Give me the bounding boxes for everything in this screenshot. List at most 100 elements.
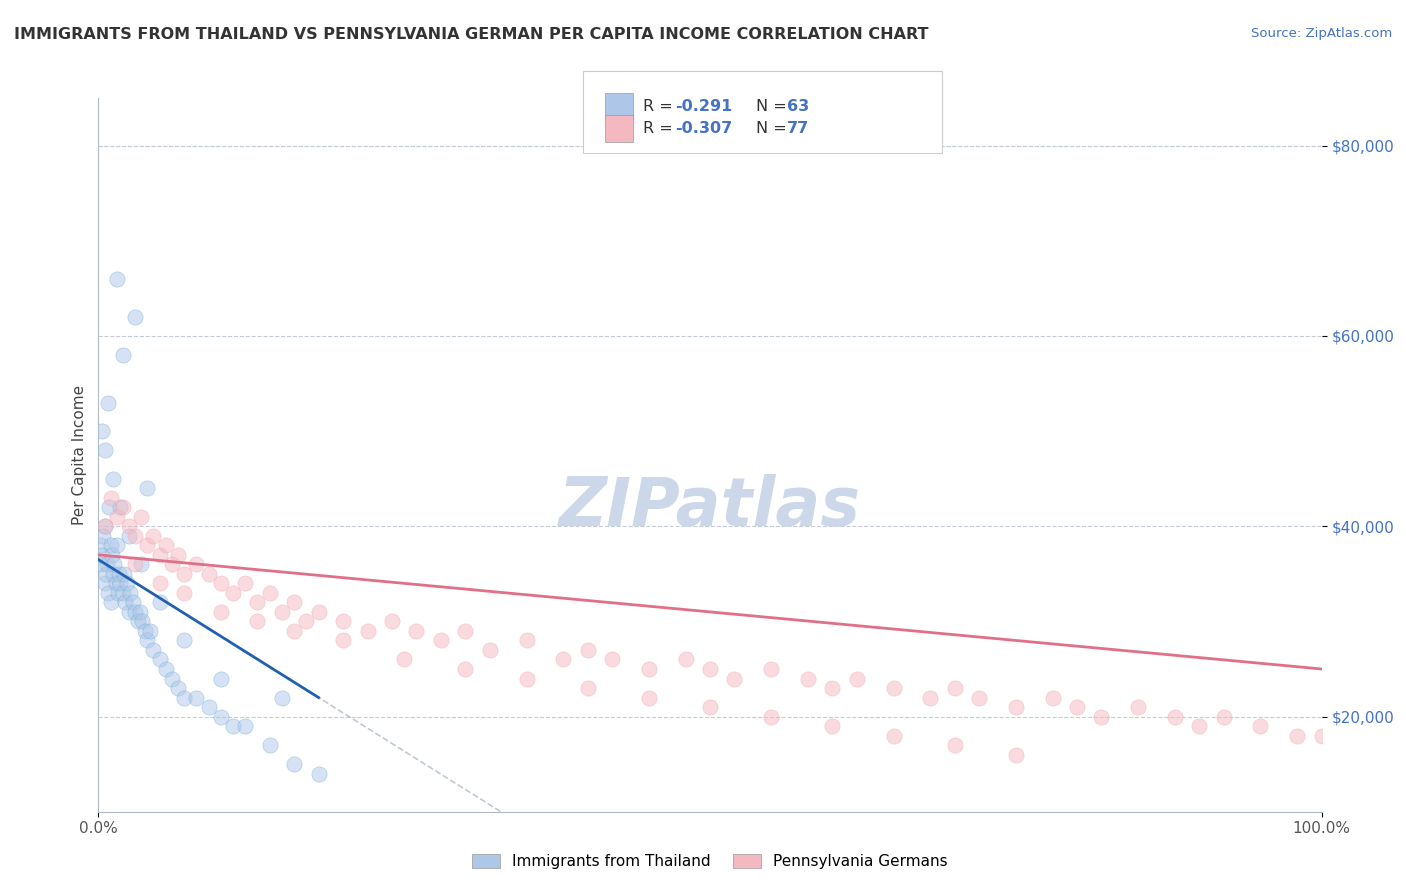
- Point: [124, 529, 146, 543]
- Point: [118, 529, 141, 543]
- Point: [101, 472, 124, 486]
- Point: [97, 395, 120, 409]
- Text: 77: 77: [787, 121, 810, 136]
- Point: [121, 595, 143, 609]
- Point: [100, 538, 122, 552]
- Point: [233, 719, 256, 733]
- Text: IMMIGRANTS FROM THAILAND VS PENNSYLVANIA GERMAN PER CAPITA INCOME CORRELATION CH: IMMIGRANTS FROM THAILAND VS PENNSYLVANIA…: [14, 27, 928, 42]
- Text: N =: N =: [756, 99, 793, 113]
- Point: [699, 700, 721, 714]
- Point: [186, 558, 208, 572]
- Point: [576, 681, 599, 695]
- Point: [209, 605, 232, 619]
- Text: R =: R =: [643, 121, 678, 136]
- Point: [1164, 709, 1187, 723]
- Legend: Immigrants from Thailand, Pennsylvania Germans: Immigrants from Thailand, Pennsylvania G…: [467, 848, 953, 875]
- Point: [270, 690, 294, 705]
- Point: [259, 738, 281, 752]
- Point: [139, 624, 162, 638]
- Point: [94, 566, 117, 581]
- Point: [155, 538, 177, 552]
- Point: [209, 672, 232, 686]
- Point: [454, 662, 477, 676]
- Point: [131, 615, 153, 629]
- Point: [699, 662, 721, 676]
- Point: [600, 652, 623, 666]
- Point: [283, 595, 305, 609]
- Point: [723, 672, 745, 686]
- Point: [129, 558, 152, 572]
- Point: [332, 615, 354, 629]
- Point: [1066, 700, 1088, 714]
- Point: [101, 566, 124, 581]
- Point: [332, 633, 354, 648]
- Point: [120, 586, 142, 600]
- Point: [1090, 709, 1112, 723]
- Point: [108, 566, 131, 581]
- Text: ZIPatlas: ZIPatlas: [560, 475, 860, 541]
- Point: [136, 538, 159, 552]
- Point: [101, 548, 124, 562]
- Point: [91, 548, 114, 562]
- Point: [576, 643, 599, 657]
- Point: [149, 652, 172, 666]
- Point: [553, 652, 575, 666]
- Point: [142, 529, 165, 543]
- Text: Source: ZipAtlas.com: Source: ZipAtlas.com: [1251, 27, 1392, 40]
- Point: [405, 624, 427, 638]
- Point: [209, 576, 232, 591]
- Point: [1212, 709, 1234, 723]
- Point: [115, 576, 138, 591]
- Point: [637, 690, 661, 705]
- Point: [222, 719, 245, 733]
- Point: [197, 566, 219, 581]
- Point: [149, 576, 172, 591]
- Point: [149, 548, 172, 562]
- Point: [91, 529, 114, 543]
- Point: [129, 605, 152, 619]
- Point: [516, 633, 538, 648]
- Point: [105, 272, 128, 286]
- Point: [883, 729, 905, 743]
- Point: [93, 443, 115, 458]
- Point: [197, 700, 219, 714]
- Point: [943, 738, 966, 752]
- Point: [1004, 747, 1026, 762]
- Point: [821, 719, 844, 733]
- Point: [173, 690, 195, 705]
- Point: [259, 586, 281, 600]
- Point: [637, 662, 661, 676]
- Point: [96, 558, 118, 572]
- Point: [142, 643, 165, 657]
- Point: [149, 595, 172, 609]
- Point: [1004, 700, 1026, 714]
- Point: [173, 586, 195, 600]
- Point: [167, 681, 190, 695]
- Point: [797, 672, 820, 686]
- Text: -0.307: -0.307: [675, 121, 733, 136]
- Point: [155, 662, 177, 676]
- Point: [270, 605, 294, 619]
- Text: 63: 63: [787, 99, 810, 113]
- Point: [118, 605, 141, 619]
- Point: [111, 500, 134, 515]
- Point: [1286, 729, 1309, 743]
- Point: [173, 566, 195, 581]
- Point: [1128, 700, 1150, 714]
- Point: [1250, 719, 1272, 733]
- Point: [845, 672, 868, 686]
- Point: [1310, 729, 1333, 743]
- Point: [93, 519, 115, 533]
- Point: [107, 586, 129, 600]
- Text: N =: N =: [756, 121, 793, 136]
- Text: -0.291: -0.291: [675, 99, 733, 113]
- Point: [127, 615, 149, 629]
- Point: [209, 709, 232, 723]
- Point: [134, 624, 156, 638]
- Point: [110, 500, 132, 515]
- Point: [97, 586, 120, 600]
- Point: [136, 633, 159, 648]
- Point: [478, 643, 501, 657]
- Point: [124, 558, 146, 572]
- Point: [883, 681, 905, 695]
